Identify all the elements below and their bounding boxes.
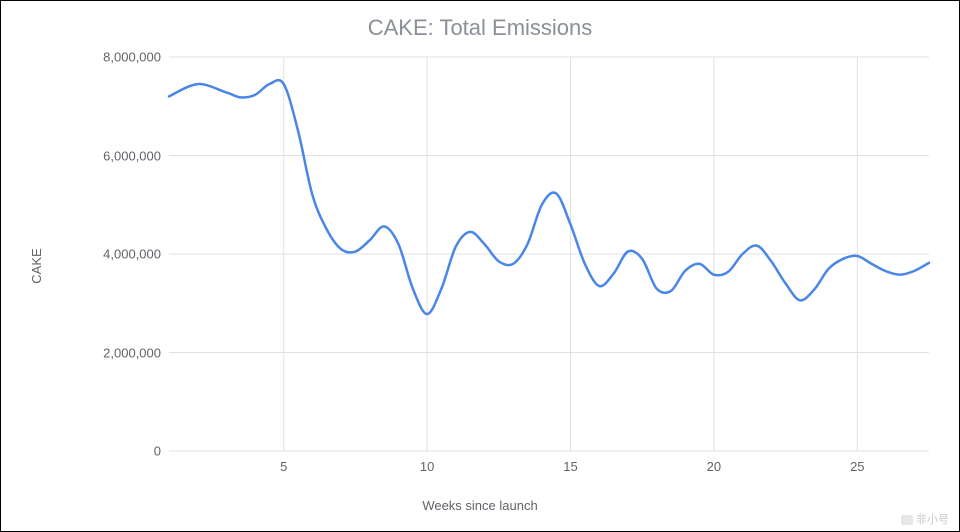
x-tick-label: 5 — [280, 451, 287, 474]
y-tick-label: 6,000,000 — [103, 148, 169, 163]
x-tick-label: 10 — [420, 451, 434, 474]
y-tick-label: 8,000,000 — [103, 50, 169, 65]
y-tick-label: 2,000,000 — [103, 345, 169, 360]
y-tick-label: 4,000,000 — [103, 247, 169, 262]
watermark: 非小号 — [901, 511, 949, 527]
y-tick-label: 0 — [154, 444, 169, 459]
watermark-icon — [901, 515, 913, 525]
x-tick-label: 25 — [850, 451, 864, 474]
x-tick-label: 20 — [707, 451, 721, 474]
x-tick-label: 15 — [563, 451, 577, 474]
series-line-total-emissions — [169, 80, 929, 314]
chart-svg — [169, 57, 929, 451]
chart-title: CAKE: Total Emissions — [1, 15, 959, 41]
chart-container: CAKE: Total Emissions CAKE Weeks since l… — [0, 0, 960, 532]
y-axis-label: CAKE — [29, 248, 44, 283]
watermark-text: 非小号 — [916, 514, 949, 526]
plot-area: 51015202502,000,0004,000,0006,000,0008,0… — [169, 57, 929, 451]
x-axis-label: Weeks since launch — [1, 498, 959, 513]
